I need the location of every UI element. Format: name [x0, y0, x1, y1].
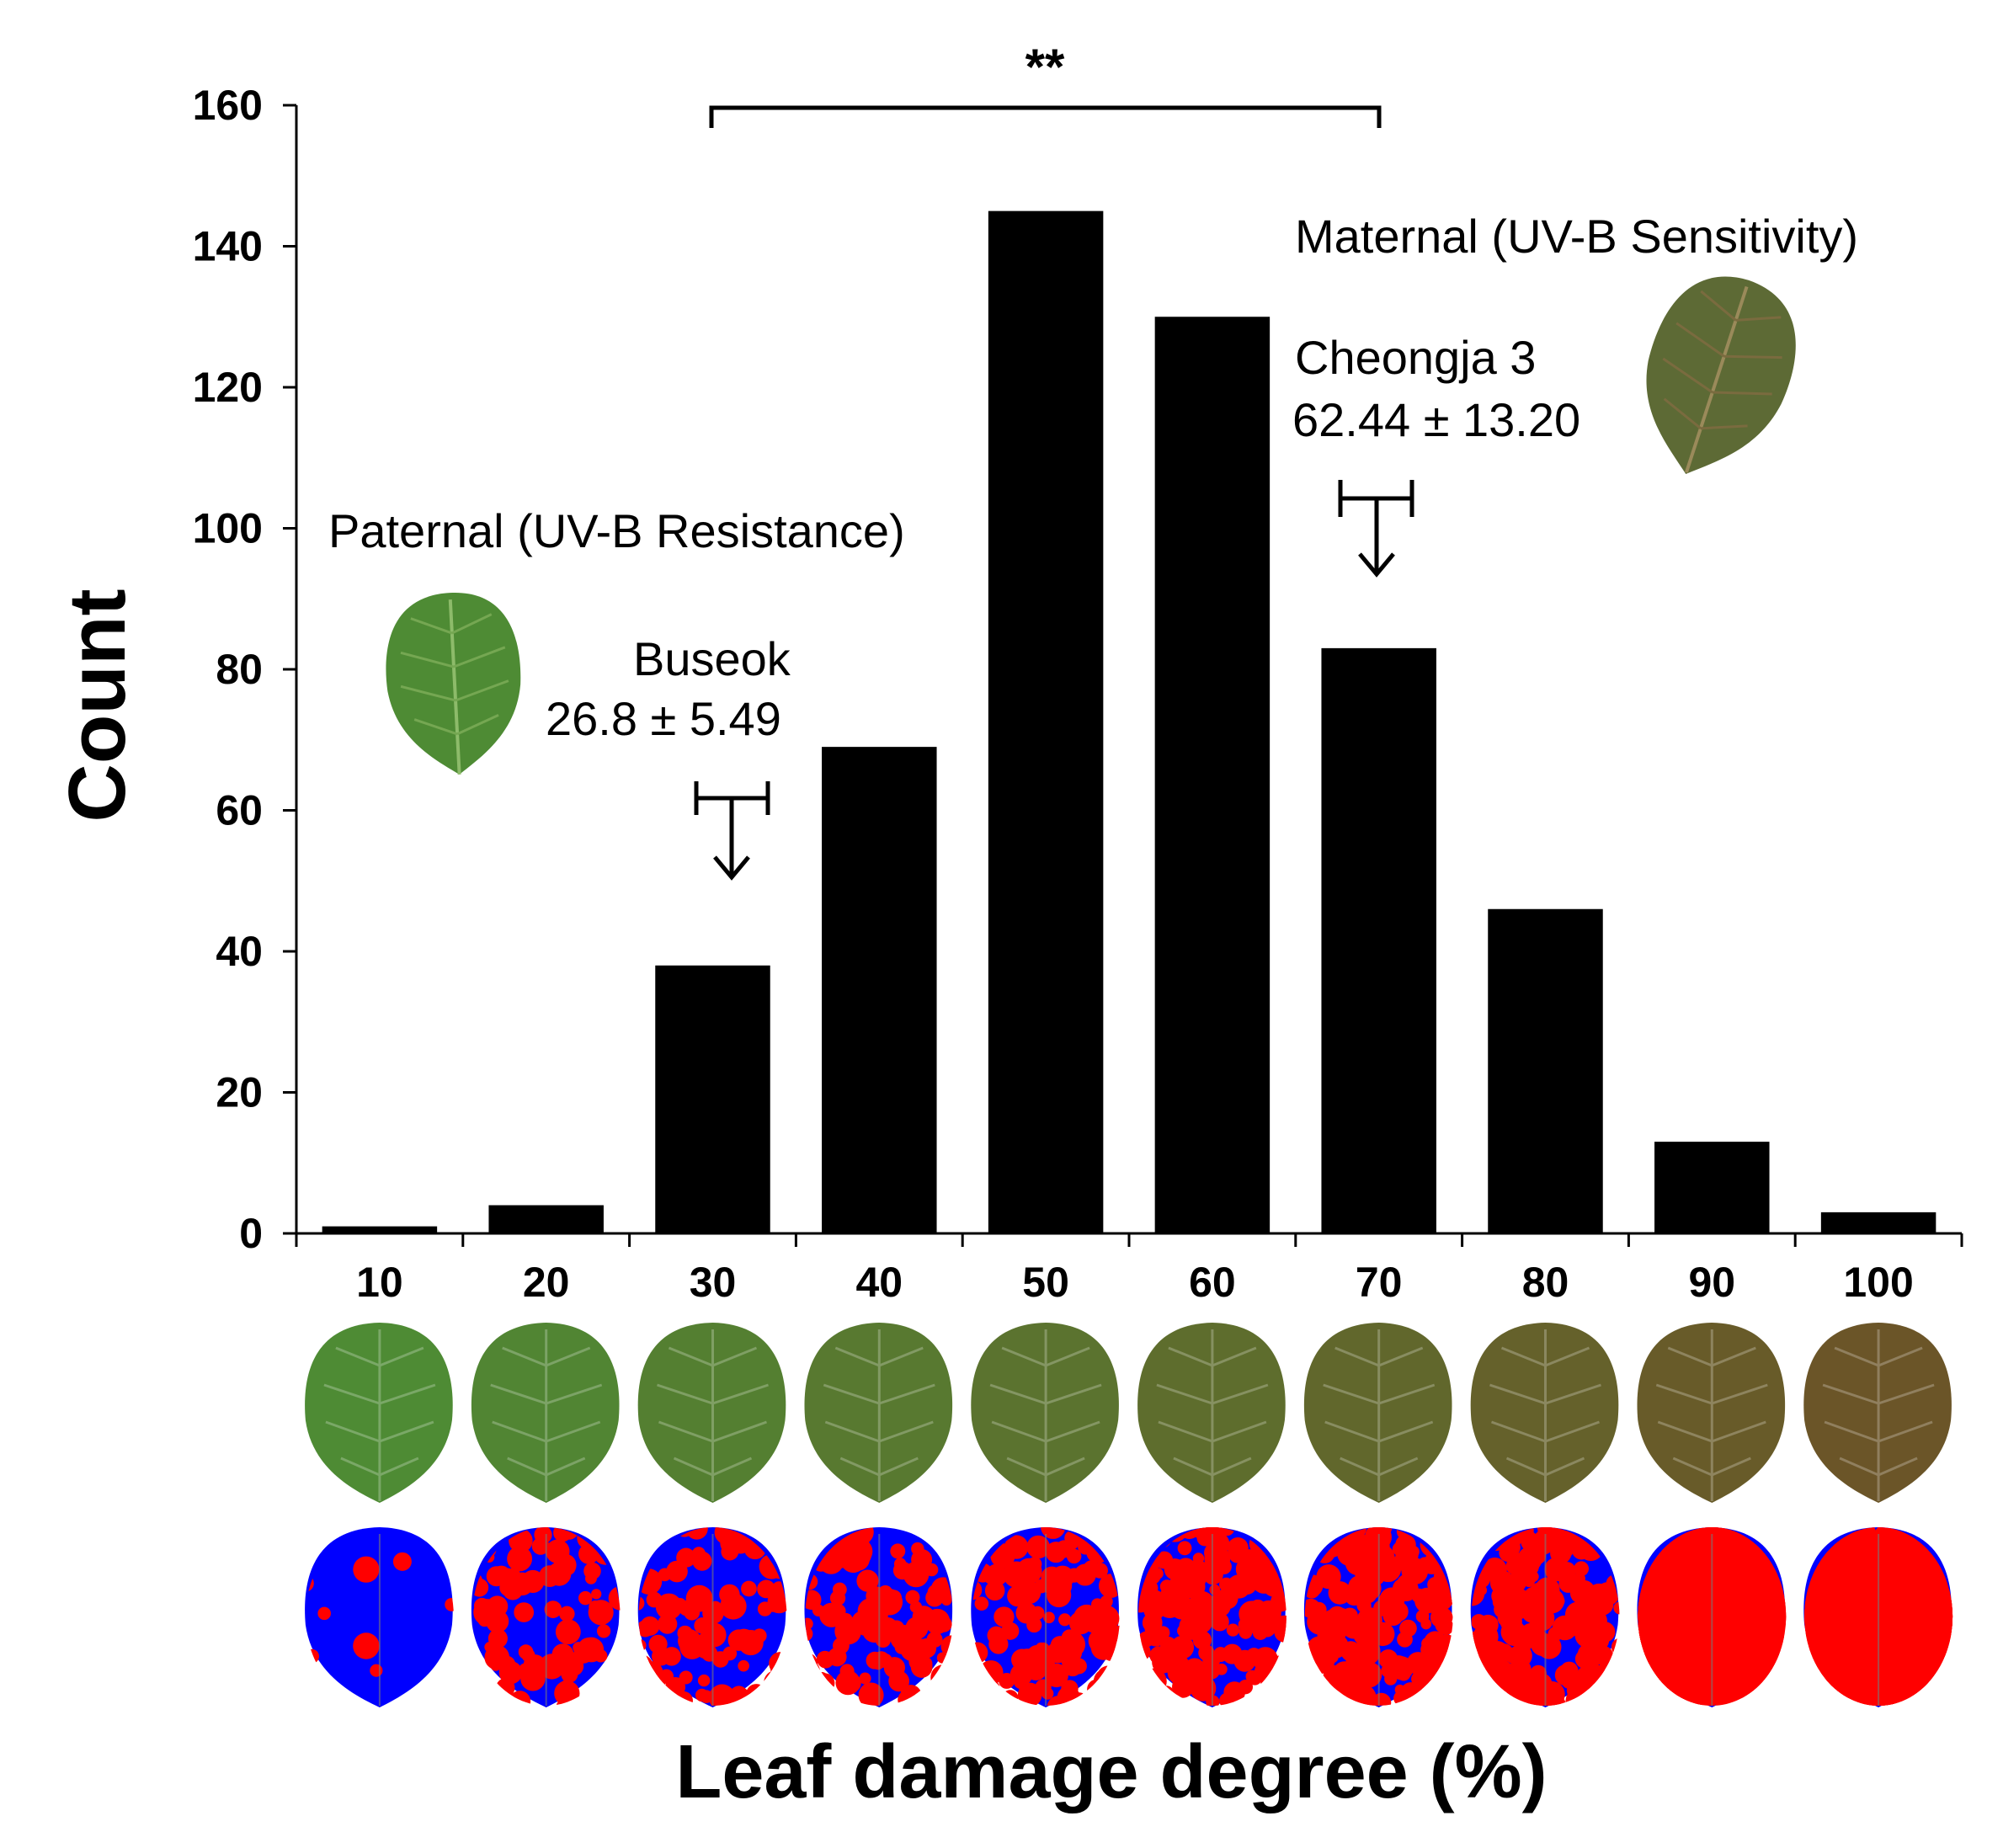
- paternal-leaf-photo: [386, 593, 521, 775]
- bar-30: [655, 965, 770, 1233]
- y-tick-label: 100: [193, 505, 263, 552]
- y-axis-title: Count: [52, 588, 142, 822]
- x-tick-label: 80: [1522, 1259, 1569, 1306]
- x-tick-label: 90: [1688, 1259, 1735, 1306]
- bar-100: [1820, 1212, 1936, 1233]
- bar-70: [1321, 647, 1436, 1233]
- leaf-mask-80: [1470, 1527, 1620, 1707]
- leaf-photo-40: [804, 1323, 953, 1503]
- bar-20: [488, 1205, 604, 1233]
- leaf-mask-70: [1303, 1527, 1453, 1707]
- paternal-cultivar: Buseok: [633, 632, 791, 685]
- bar-40: [822, 747, 937, 1233]
- leaf-photo-60: [1137, 1323, 1286, 1503]
- bar-50: [988, 210, 1104, 1233]
- x-axis-title: Leaf damage degree (%): [675, 1730, 1547, 1814]
- leaf-mask-50: [971, 1527, 1121, 1707]
- maternal-label: Maternal (UV-B Sensitivity): [1295, 210, 1858, 263]
- bar-90: [1654, 1142, 1770, 1233]
- leaf-photo-100: [1803, 1323, 1952, 1503]
- bar-60: [1154, 317, 1271, 1233]
- paternal-errorbar-arrow: [694, 781, 770, 881]
- leaf-photo-80: [1470, 1323, 1619, 1503]
- significance-bracket: **: [709, 39, 1382, 128]
- leaf-mask-30: [637, 1527, 787, 1707]
- bar-80: [1488, 908, 1603, 1233]
- y-tick-label: 0: [239, 1210, 263, 1257]
- x-tick-label: 60: [1189, 1259, 1236, 1306]
- y-tick-label: 20: [216, 1069, 263, 1116]
- leaf-damage-mask-row: [305, 1527, 1953, 1707]
- leaf-photo-20: [471, 1323, 620, 1503]
- maternal-errorbar-arrow: [1338, 480, 1414, 578]
- maternal-cultivar: Cheongja 3: [1295, 331, 1536, 384]
- leaf-photo-30: [637, 1323, 786, 1503]
- maternal-annotation: Maternal (UV-B Sensitivity) Cheongja 3 6…: [1292, 210, 1858, 578]
- leaf-photo-10: [305, 1323, 453, 1503]
- y-tick-label: 160: [193, 82, 263, 129]
- y-tick-label: 80: [216, 646, 263, 693]
- leaf-photo-row: [305, 1323, 1952, 1503]
- leaf-mask-90: [1637, 1527, 1787, 1707]
- significance-label: **: [1025, 39, 1065, 95]
- x-tick-label: 30: [690, 1259, 737, 1306]
- paternal-value: 26.8 ± 5.49: [546, 692, 781, 745]
- leaf-mask-100: [1803, 1527, 1953, 1707]
- leaf-mask-10: [305, 1527, 454, 1707]
- paternal-label: Paternal (UV-B Resistance): [328, 504, 905, 557]
- maternal-leaf-photo: [1646, 276, 1796, 475]
- x-tick-label: 50: [1022, 1259, 1069, 1306]
- bar-10: [322, 1226, 438, 1233]
- x-tick-label: 20: [523, 1259, 570, 1306]
- leaf-photo-90: [1637, 1323, 1786, 1503]
- bar-series: [322, 210, 1936, 1233]
- y-tick-label: 40: [216, 928, 263, 975]
- y-axis-ticks: 0 20 40 60 80 100 120 140 160: [193, 82, 296, 1257]
- x-tick-label: 100: [1843, 1259, 1913, 1306]
- leaf-mask-40: [804, 1527, 954, 1707]
- y-tick-label: 140: [193, 223, 263, 270]
- leaf-photo-50: [971, 1323, 1119, 1503]
- y-tick-label: 60: [216, 787, 263, 834]
- x-tick-label: 40: [855, 1259, 903, 1306]
- maternal-value: 62.44 ± 13.20: [1292, 393, 1580, 446]
- leaf-photo-70: [1303, 1323, 1452, 1503]
- leaf-mask-60: [1137, 1527, 1287, 1707]
- y-tick-label: 120: [193, 364, 263, 411]
- leaf-mask-20: [471, 1527, 621, 1707]
- x-axis-ticks: 10 20 30 40 50 60 70 80 90 100: [295, 1233, 1963, 1306]
- x-tick-label: 70: [1356, 1259, 1403, 1306]
- x-tick-label: 10: [356, 1259, 403, 1306]
- paternal-annotation: Paternal (UV-B Resistance) Buseok 26.8 ±…: [328, 504, 905, 881]
